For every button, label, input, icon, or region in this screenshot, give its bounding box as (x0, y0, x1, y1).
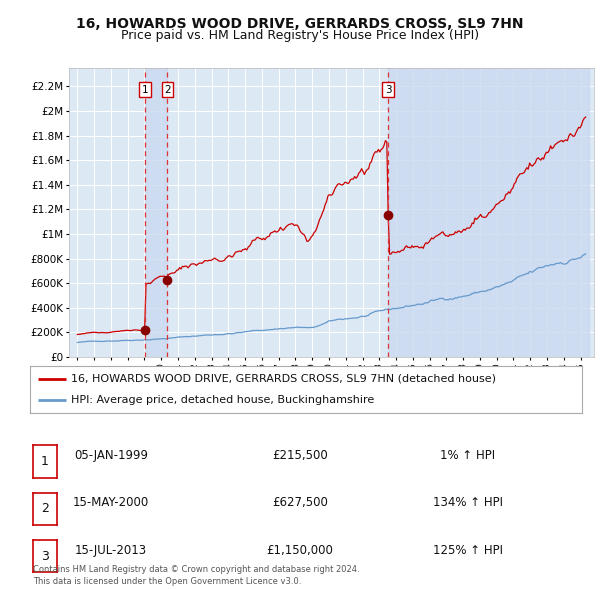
Text: £1,150,000: £1,150,000 (266, 543, 334, 557)
Text: 05-JAN-1999: 05-JAN-1999 (74, 449, 148, 463)
Text: 2: 2 (41, 502, 49, 515)
Text: This data is licensed under the Open Government Licence v3.0.: This data is licensed under the Open Gov… (33, 577, 301, 586)
Text: 125% ↑ HPI: 125% ↑ HPI (433, 543, 503, 557)
Text: 2: 2 (164, 84, 171, 94)
Text: 134% ↑ HPI: 134% ↑ HPI (433, 496, 503, 510)
Bar (388, 68, 589, 357)
Text: HPI: Average price, detached house, Buckinghamshire: HPI: Average price, detached house, Buck… (71, 395, 374, 405)
Text: 15-MAY-2000: 15-MAY-2000 (73, 496, 149, 510)
Text: 3: 3 (41, 549, 49, 562)
Text: 16, HOWARDS WOOD DRIVE, GERRARDS CROSS, SL9 7HN: 16, HOWARDS WOOD DRIVE, GERRARDS CROSS, … (76, 17, 524, 31)
Text: 1: 1 (142, 84, 148, 94)
Text: £627,500: £627,500 (272, 496, 328, 510)
Text: 15-JUL-2013: 15-JUL-2013 (75, 543, 147, 557)
Text: 1% ↑ HPI: 1% ↑ HPI (440, 449, 496, 463)
Bar (145, 68, 167, 357)
Text: 3: 3 (385, 84, 392, 94)
Text: Contains HM Land Registry data © Crown copyright and database right 2024.: Contains HM Land Registry data © Crown c… (33, 565, 359, 574)
Text: Price paid vs. HM Land Registry's House Price Index (HPI): Price paid vs. HM Land Registry's House … (121, 30, 479, 42)
Text: £215,500: £215,500 (272, 449, 328, 463)
Text: 16, HOWARDS WOOD DRIVE, GERRARDS CROSS, SL9 7HN (detached house): 16, HOWARDS WOOD DRIVE, GERRARDS CROSS, … (71, 373, 496, 384)
Text: 1: 1 (41, 455, 49, 468)
